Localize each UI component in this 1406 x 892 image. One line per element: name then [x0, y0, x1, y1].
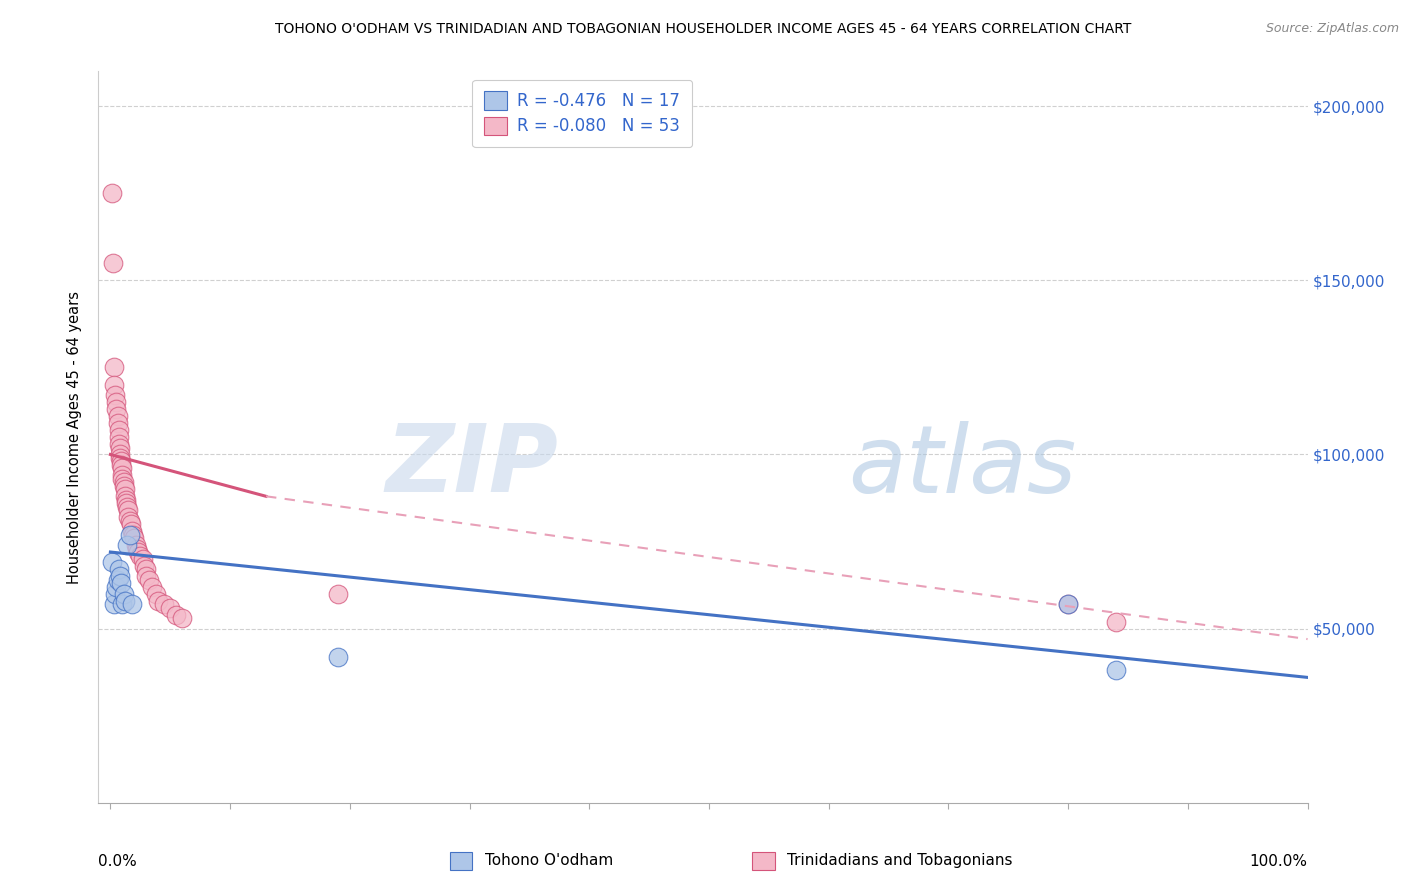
- Point: [141, 580, 163, 594]
- Point: [110, 454, 132, 468]
- Point: [112, 475, 135, 490]
- Point: [107, 573, 129, 587]
- Text: 0.0%: 0.0%: [98, 854, 138, 869]
- Text: atlas: atlas: [848, 421, 1077, 512]
- Point: [148, 594, 170, 608]
- Point: [107, 409, 129, 424]
- Point: [124, 531, 146, 545]
- Point: [326, 649, 349, 664]
- Point: [107, 423, 129, 437]
- Point: [104, 587, 127, 601]
- Point: [108, 569, 131, 583]
- Point: [107, 416, 129, 430]
- Point: [118, 514, 141, 528]
- Point: [121, 597, 143, 611]
- Point: [115, 492, 138, 507]
- Y-axis label: Householder Income Ages 45 - 64 years: Householder Income Ages 45 - 64 years: [67, 291, 83, 583]
- Point: [100, 186, 122, 201]
- Point: [112, 479, 135, 493]
- Point: [115, 500, 138, 514]
- Point: [121, 524, 143, 538]
- Point: [103, 377, 125, 392]
- Point: [104, 388, 127, 402]
- Point: [101, 256, 124, 270]
- Point: [1105, 615, 1128, 629]
- Point: [125, 541, 148, 556]
- Point: [145, 587, 167, 601]
- Point: [1105, 664, 1128, 678]
- Text: Tohono O'odham: Tohono O'odham: [485, 854, 613, 868]
- Point: [107, 437, 129, 451]
- Point: [114, 594, 136, 608]
- Point: [1057, 597, 1080, 611]
- Text: Source: ZipAtlas.com: Source: ZipAtlas.com: [1265, 22, 1399, 36]
- Point: [115, 496, 138, 510]
- Point: [165, 607, 187, 622]
- Point: [110, 458, 132, 472]
- Point: [124, 538, 146, 552]
- Point: [115, 538, 138, 552]
- Point: [107, 430, 129, 444]
- Point: [326, 587, 349, 601]
- Text: TOHONO O'ODHAM VS TRINIDADIAN AND TOBAGONIAN HOUSEHOLDER INCOME AGES 45 - 64 YEA: TOHONO O'ODHAM VS TRINIDADIAN AND TOBAGO…: [274, 22, 1132, 37]
- Point: [138, 573, 160, 587]
- Point: [172, 611, 194, 625]
- Point: [135, 562, 157, 576]
- Point: [108, 450, 131, 465]
- Text: Trinidadians and Tobagonians: Trinidadians and Tobagonians: [787, 854, 1012, 868]
- Point: [103, 597, 125, 611]
- Point: [111, 597, 134, 611]
- Point: [100, 556, 122, 570]
- Point: [112, 587, 135, 601]
- Point: [114, 489, 136, 503]
- Point: [108, 441, 131, 455]
- Text: 100.0%: 100.0%: [1250, 854, 1308, 869]
- Point: [111, 472, 134, 486]
- Text: ZIP: ZIP: [385, 420, 558, 512]
- Point: [114, 483, 136, 497]
- Point: [105, 402, 128, 417]
- Point: [132, 558, 155, 573]
- Legend: R = -0.476   N = 17, R = -0.080   N = 53: R = -0.476 N = 17, R = -0.080 N = 53: [472, 79, 692, 147]
- Point: [111, 468, 134, 483]
- Point: [153, 597, 176, 611]
- Point: [127, 545, 149, 559]
- Point: [105, 580, 128, 594]
- Point: [108, 448, 131, 462]
- Point: [117, 503, 139, 517]
- Point: [129, 549, 152, 563]
- Point: [122, 527, 145, 541]
- Point: [117, 510, 139, 524]
- Point: [159, 600, 181, 615]
- Point: [120, 517, 142, 532]
- Point: [105, 395, 128, 409]
- Point: [111, 461, 134, 475]
- Point: [107, 562, 129, 576]
- Point: [1057, 597, 1080, 611]
- Point: [135, 569, 157, 583]
- Point: [110, 576, 132, 591]
- Point: [132, 552, 155, 566]
- Point: [103, 360, 125, 375]
- Point: [118, 527, 141, 541]
